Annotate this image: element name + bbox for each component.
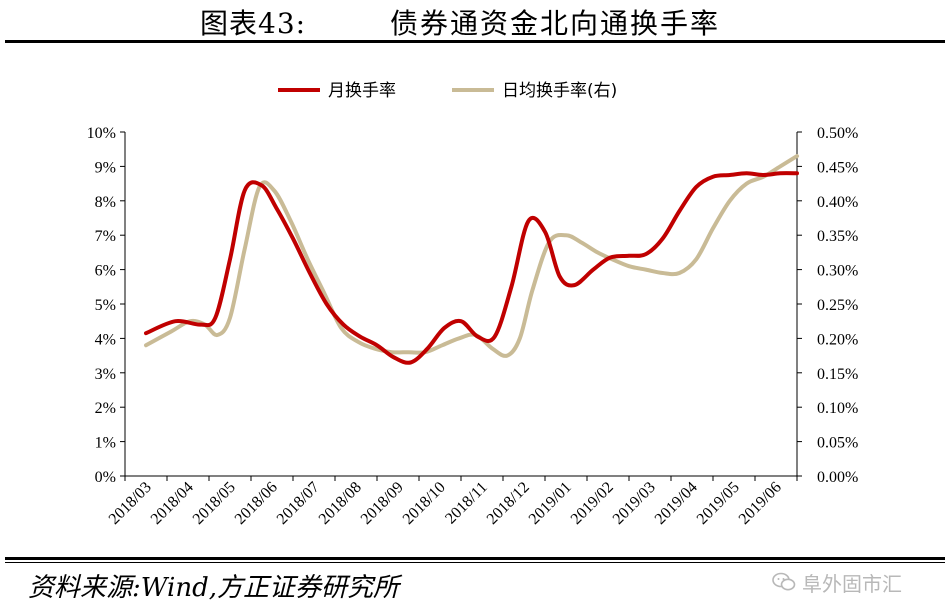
legend-label-daily: 日均换手率(右) (502, 81, 617, 101)
y-left-tick-label: 10% (87, 125, 116, 142)
x-tick-label: 2018/04 (148, 479, 197, 528)
y-right-tick-label: 0.20% (817, 331, 858, 348)
x-tick-label: 2018/03 (106, 479, 155, 528)
turnover-line-chart: 月换手率 日均换手率(右) 0% 1% 2% 3% 4% 5% 6% 7% 8% 9% 10% 0.00… (87, 81, 859, 528)
bottom-rule (5, 557, 945, 560)
x-tick-label: 2019/01 (526, 479, 575, 528)
x-tick-label: 2019/04 (652, 479, 701, 528)
figure-label: 图表43: (200, 7, 307, 40)
top-rule (5, 40, 945, 43)
legend-label-monthly: 月换手率 (328, 81, 396, 101)
y-left-tick-label: 5% (95, 297, 116, 314)
y-right-tick-label: 0.05% (817, 435, 858, 452)
y-right-tick-label: 0.15% (817, 366, 858, 383)
source-note: 资料来源:Wind,方正证券研究所 (28, 573, 399, 603)
bottom-rule-thin (5, 562, 945, 563)
y-left-tick-label: 4% (95, 331, 116, 348)
x-tick-label: 2019/03 (610, 479, 659, 528)
y-left-tick-label: 0% (95, 469, 116, 486)
wechat-icon (772, 572, 796, 591)
x-tick-label: 2019/02 (568, 479, 617, 528)
legend: 月换手率 日均换手率(右) (278, 81, 617, 101)
series-line-monthly-turnover (144, 171, 799, 365)
y-right-tick-label: 0.10% (817, 400, 858, 417)
x-tick-label: 2018/11 (442, 479, 491, 528)
y-right-tick-label: 0.45% (817, 159, 858, 176)
y-right-tick-label: 0.35% (817, 228, 858, 245)
x-tick-label: 2018/10 (400, 479, 449, 528)
y-left-tick-label: 3% (95, 366, 116, 383)
watermark: 阜外固市汇 (772, 566, 902, 598)
x-tick-label: 2018/06 (232, 479, 281, 528)
y-left-tick-label: 1% (95, 435, 116, 452)
x-tick-label: 2018/08 (316, 479, 365, 528)
figure-header: 图表43: 债券通资金北向通换手率 (0, 0, 949, 40)
y-left-tick-label: 9% (95, 159, 116, 176)
y-left-tick-label: 7% (95, 228, 116, 245)
y-left-tick-label: 2% (95, 400, 116, 417)
y-right-tick-label: 0.25% (817, 297, 858, 314)
y-right-tick-label: 0.40% (817, 194, 858, 211)
x-tick-label: 2018/05 (190, 479, 239, 528)
figure-title: 债券通资金北向通换手率 (390, 7, 721, 40)
y-left-tick-label: 6% (95, 263, 116, 280)
y-right-tick-label: 0.00% (817, 469, 858, 486)
x-tick-label: 2018/09 (358, 479, 407, 528)
series-layer (144, 154, 799, 365)
x-tick-label: 2019/05 (694, 479, 743, 528)
y-right-tick-label: 0.30% (817, 263, 858, 280)
x-tick-label: 2018/07 (274, 479, 323, 528)
x-tick-label: 2018/12 (484, 479, 533, 528)
watermark-text: 阜外固市汇 (802, 571, 902, 596)
y-right-tick-label: 0.50% (817, 125, 858, 142)
x-tick-label: 2019/06 (736, 479, 785, 528)
y-left-tick-label: 8% (95, 194, 116, 211)
